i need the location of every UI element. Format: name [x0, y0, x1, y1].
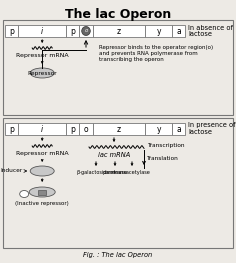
Bar — [79, 25, 93, 37]
Bar — [172, 123, 185, 135]
Text: a: a — [176, 27, 181, 36]
Text: In presence of
lactose: In presence of lactose — [188, 123, 236, 135]
Text: p: p — [70, 124, 75, 134]
Bar — [3, 118, 233, 248]
Text: z: z — [117, 124, 121, 134]
Bar — [172, 25, 185, 37]
Text: a: a — [176, 124, 181, 134]
Ellipse shape — [82, 27, 90, 36]
Bar — [66, 25, 79, 37]
Ellipse shape — [30, 166, 54, 176]
Bar — [5, 123, 18, 135]
Text: The lac Operon: The lac Operon — [65, 8, 171, 21]
Bar — [3, 20, 233, 115]
Ellipse shape — [29, 187, 55, 197]
Bar — [79, 123, 93, 135]
Bar — [145, 25, 172, 37]
Text: y: y — [156, 27, 161, 36]
Text: Repressor: Repressor — [27, 70, 57, 75]
Ellipse shape — [30, 68, 54, 78]
Text: o: o — [84, 124, 88, 134]
Text: p: p — [9, 27, 14, 36]
Bar — [66, 123, 79, 135]
Text: Repressor mRNA: Repressor mRNA — [16, 53, 68, 58]
Text: Transcription: Transcription — [147, 144, 185, 149]
Text: lac mRNA: lac mRNA — [98, 152, 130, 158]
Text: (Inactive repressor): (Inactive repressor) — [15, 201, 69, 206]
Text: Inducer: Inducer — [0, 168, 22, 173]
Bar — [93, 123, 145, 135]
Bar — [145, 123, 172, 135]
Text: Fig. : The lac Operon: Fig. : The lac Operon — [83, 252, 153, 258]
Bar — [38, 190, 46, 195]
Bar — [18, 123, 66, 135]
Bar — [18, 25, 66, 37]
Text: transacetylase: transacetylase — [114, 170, 150, 175]
Bar — [5, 25, 18, 37]
Text: Repressor mRNA: Repressor mRNA — [16, 151, 68, 156]
Ellipse shape — [20, 190, 29, 198]
Text: β-galactosidase: β-galactosidase — [76, 170, 116, 175]
Bar — [93, 25, 145, 37]
Text: i: i — [41, 124, 43, 134]
Text: Repressor binds to the operator region(o)
and prevents RNA polymerase from
trans: Repressor binds to the operator region(o… — [99, 45, 213, 62]
Text: In absence of
lactose: In absence of lactose — [188, 24, 233, 38]
Text: i: i — [41, 27, 43, 36]
Text: Translation: Translation — [146, 156, 178, 161]
Text: y: y — [156, 124, 161, 134]
Text: o: o — [84, 28, 88, 33]
Text: p: p — [70, 27, 75, 36]
Text: p: p — [9, 124, 14, 134]
Text: permease: permease — [102, 170, 127, 175]
Text: z: z — [117, 27, 121, 36]
